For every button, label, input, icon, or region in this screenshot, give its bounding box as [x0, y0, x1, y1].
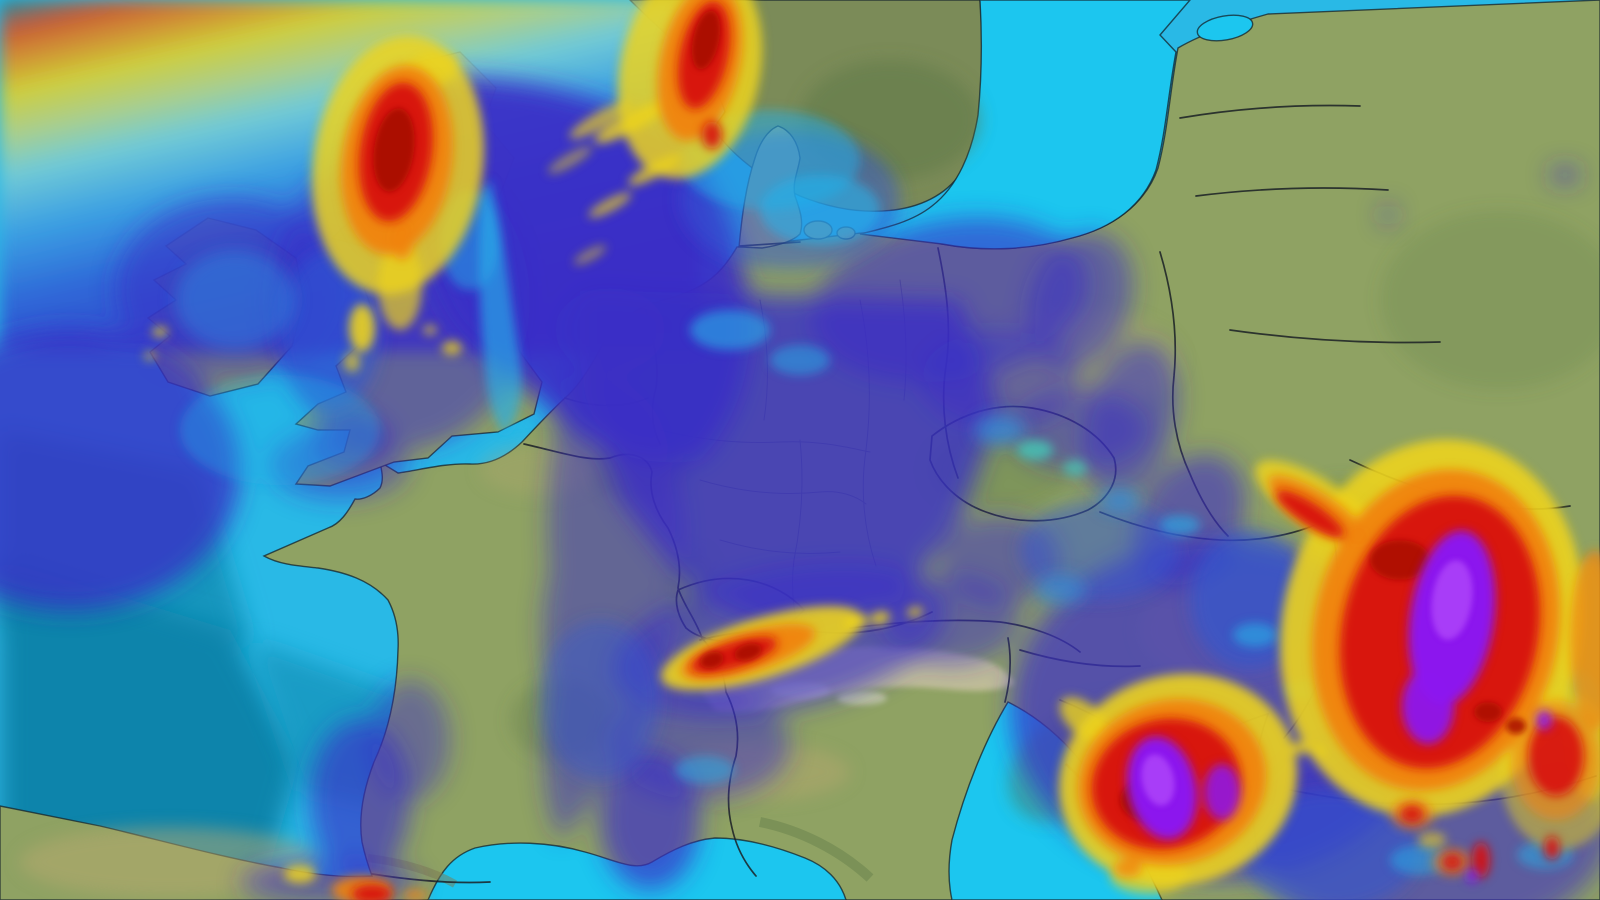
pennines-spot [423, 325, 437, 335]
bosnia-magenta-core [1141, 754, 1175, 806]
serbia-cell-red [1472, 842, 1490, 878]
pannonia-spot [1311, 747, 1325, 757]
north-sea-streak [594, 100, 670, 144]
romania-purple-south [1402, 668, 1454, 744]
alps-band-core [700, 651, 724, 669]
ireland-west-spot [144, 352, 156, 360]
north-sea-streak [588, 192, 632, 218]
border-lithuania-belarus [1195, 187, 1389, 197]
basque-spot [284, 865, 316, 883]
sea-deep-atlantic [0, 560, 300, 900]
serbia-cell-red [1442, 854, 1462, 870]
terrain-ukraine [1380, 210, 1600, 390]
precip-spot [1059, 697, 1111, 743]
precip-moderate-layer [175, 250, 1140, 605]
precip-celtic-sea [180, 375, 380, 485]
scotland-tail-orange [390, 220, 414, 260]
norway-cell-core [691, 10, 721, 70]
precip-blob [0, 330, 240, 610]
precip-ireland-center [175, 250, 295, 350]
alps-band-core [734, 643, 762, 661]
ireland-west-spot [152, 327, 168, 337]
precip-core-layer [1141, 560, 1473, 806]
corner-cell-red [1528, 716, 1584, 796]
basque-cell-red [352, 885, 392, 900]
alps-spot [907, 606, 923, 618]
precip-piedmont [600, 750, 700, 890]
precip-spot [1160, 515, 1200, 535]
speckle-dark-red [1474, 702, 1502, 722]
alps-spot [844, 614, 868, 630]
precip-blob [1027, 232, 1133, 368]
romania-magenta-core [1431, 560, 1473, 640]
precip-spot [770, 345, 830, 375]
apennines-ridge [759, 817, 874, 882]
precip-spot [1100, 488, 1140, 512]
precip-enhanced-layer [180, 110, 1573, 875]
alps-spot [870, 611, 890, 625]
border-latvia-lithuania [1179, 104, 1361, 119]
norway-cell-red-spot [702, 121, 722, 149]
alps-snow [837, 691, 887, 705]
edge-band-orange [1570, 550, 1600, 730]
north-sea-streak [628, 154, 682, 186]
precip-spot [675, 756, 735, 784]
precip-spot [1063, 460, 1087, 476]
wales-cell [349, 304, 375, 352]
precip-spot [1114, 859, 1142, 877]
precip-spot [975, 415, 1025, 445]
precip-spot [1381, 204, 1395, 226]
serbia-cell-red [1400, 805, 1424, 823]
sea-gulf-of-riga [1196, 14, 1254, 42]
purple-speckle [1536, 710, 1552, 730]
border-belarus-ukraine [1229, 329, 1441, 344]
speckle-dark-red [1506, 718, 1526, 734]
precip-spot [1035, 575, 1085, 605]
precip-blob [1190, 530, 1310, 670]
precip-blob [760, 175, 880, 245]
precip-spot [1017, 440, 1053, 460]
purple-speckle [1467, 869, 1477, 883]
norway-streak [569, 101, 631, 139]
romania-dark-red [1370, 540, 1430, 580]
pannonia-spot [1290, 742, 1310, 754]
north-sea-streak [573, 245, 607, 265]
precip-blob [370, 680, 450, 800]
scotland-cell-core [373, 108, 415, 192]
wales-cell-spot [344, 352, 360, 372]
pennines-spot [442, 341, 462, 355]
corner-cell-red [1544, 836, 1560, 860]
bosnia-purple-east [1204, 764, 1240, 820]
precip-spot [1418, 832, 1446, 848]
precip-spot [403, 889, 427, 900]
precip-spot [1233, 623, 1277, 647]
precip-spot [1549, 166, 1581, 184]
scotland-cell-tail [378, 240, 422, 330]
romania-arm-red [1275, 490, 1345, 538]
norway-streak [548, 146, 592, 174]
precip-blob [540, 620, 660, 780]
precip-spot [690, 310, 770, 350]
